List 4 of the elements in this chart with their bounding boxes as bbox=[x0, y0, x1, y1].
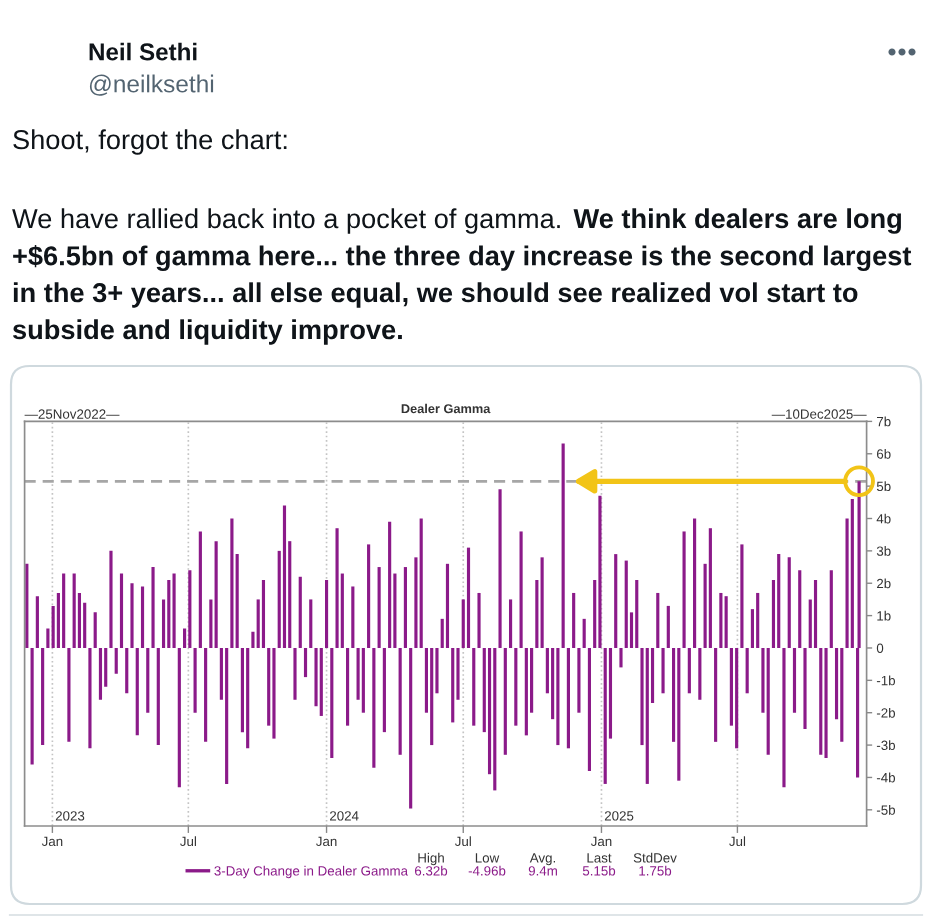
text: Neil Sethi bbox=[89, 42, 197, 61]
text: Shoot, forgot the chart: bbox=[13, 129, 287, 155]
text: @neilksethi bbox=[89, 74, 214, 96]
text: We have rallied back into a pocket of gamma. We think dealers are long +$6.5bn of gamma here... the three day increase is the second largest in the 3+ years... all else equal, we should see realized vol start to subside and liquidity improve. bbox=[12, 208, 912, 345]
